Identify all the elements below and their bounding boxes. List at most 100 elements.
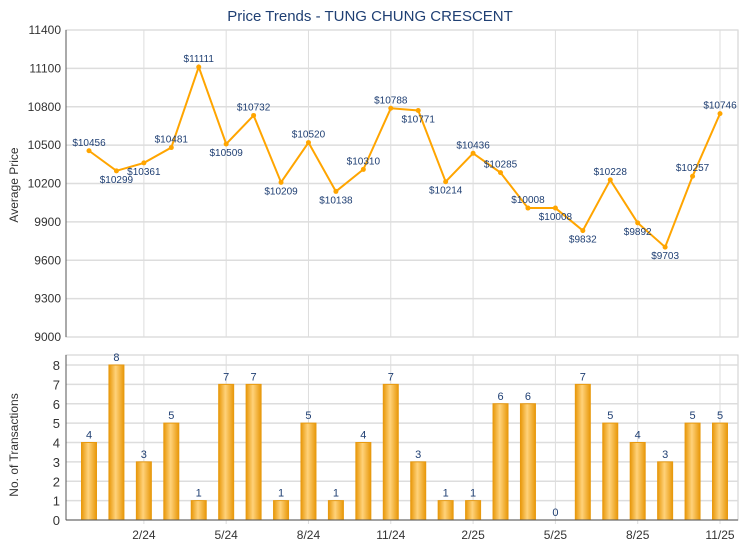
- price-data-label: $10008: [539, 212, 573, 223]
- transaction-bar: [218, 383, 235, 521]
- transaction-bar: [300, 422, 317, 521]
- price-line: [88, 63, 721, 249]
- price-y-tick-label: 10200: [28, 177, 62, 191]
- transaction-bar: [355, 442, 372, 521]
- price-y-tick-label: 9900: [34, 215, 61, 229]
- price-data-label: $9832: [569, 235, 597, 246]
- price-data-label: $10771: [402, 114, 436, 125]
- transaction-bar: [602, 422, 619, 521]
- price-point: [305, 140, 311, 146]
- transaction-bar: [437, 500, 454, 521]
- price-data-label: $10228: [594, 167, 628, 178]
- price-y-axis-label: Average Price: [7, 147, 21, 222]
- price-data-label: $10509: [209, 148, 243, 159]
- transactions-y-tick-label: 1: [53, 494, 60, 509]
- price-point: [498, 170, 504, 176]
- price-data-label: $9892: [624, 227, 652, 238]
- transaction-data-label: 5: [168, 410, 174, 422]
- x-tick-label: 5/24: [214, 528, 238, 542]
- transaction-data-label: 4: [86, 430, 92, 442]
- price-data-label: $10214: [429, 186, 463, 197]
- transactions-y-tick-label: 7: [53, 377, 60, 392]
- chart-title: Price Trends - TUNG CHUNG CRESCENT: [227, 8, 513, 25]
- transaction-data-label: 7: [388, 371, 394, 383]
- transaction-data-label: 3: [141, 449, 147, 461]
- price-data-label: $10436: [456, 140, 490, 151]
- price-point: [470, 150, 476, 156]
- price-point: [662, 244, 668, 250]
- price-point: [388, 105, 394, 111]
- transaction-data-label: 1: [470, 488, 476, 500]
- transactions-y-tick-label: 4: [53, 436, 60, 451]
- price-point: [690, 173, 696, 179]
- price-point: [635, 220, 641, 226]
- transaction-bar: [712, 422, 728, 521]
- price-data-label: $10456: [72, 138, 106, 149]
- transaction-bar: [327, 500, 344, 521]
- transaction-bar: [245, 383, 262, 521]
- x-tick-label: 8/25: [626, 528, 650, 542]
- price-point: [415, 107, 421, 113]
- transaction-data-label: 5: [607, 410, 613, 422]
- price-data-label: $10285: [484, 160, 518, 171]
- price-data-label: $10481: [155, 135, 189, 146]
- transaction-data-label: 5: [305, 410, 311, 422]
- transaction-bar: [492, 403, 509, 521]
- transactions-y-tick-label: 5: [53, 416, 60, 431]
- transactions-y-tick-label: 8: [53, 358, 60, 373]
- price-data-label: $11111: [184, 54, 215, 65]
- price-data-label: $10257: [676, 163, 710, 174]
- price-data-label: $10299: [100, 175, 134, 186]
- transaction-bar: [657, 461, 674, 521]
- x-tick-label: 11/24: [376, 528, 405, 542]
- price-data-label: $10788: [374, 95, 408, 106]
- price-data-label: $10746: [703, 101, 737, 112]
- transaction-data-label: 8: [113, 352, 119, 364]
- price-point: [552, 205, 558, 211]
- price-data-label: $10209: [264, 186, 298, 197]
- price-data-label: $9703: [651, 251, 679, 262]
- price-data-label: $10138: [319, 195, 353, 206]
- price-data-label: $10361: [127, 167, 161, 178]
- price-point: [223, 141, 229, 147]
- transaction-data-label: 3: [415, 449, 421, 461]
- transaction-data-label: 1: [278, 488, 284, 500]
- price-y-tick-label: 11100: [29, 61, 61, 75]
- transaction-data-label: 7: [580, 371, 586, 383]
- transaction-data-label: 7: [251, 371, 257, 383]
- transaction-bar: [273, 500, 290, 521]
- transaction-data-label: 5: [690, 410, 696, 422]
- transaction-data-label: 3: [662, 449, 668, 461]
- transaction-bar: [135, 461, 152, 521]
- transaction-bar: [190, 500, 207, 521]
- price-point: [717, 111, 723, 117]
- price-point: [141, 160, 147, 166]
- transaction-data-label: 6: [525, 391, 531, 403]
- transaction-bar: [382, 383, 399, 521]
- transaction-bar: [684, 422, 701, 521]
- x-tick-label: 11/25: [705, 528, 734, 542]
- price-y-tick-label: 9000: [34, 330, 61, 344]
- transactions-y-tick-label: 6: [53, 397, 60, 412]
- transaction-bar: [410, 461, 427, 521]
- price-y-tick-label: 9600: [34, 253, 61, 267]
- x-tick-label: 2/24: [132, 528, 156, 542]
- price-data-label: $10310: [347, 156, 381, 167]
- price-point: [251, 112, 257, 118]
- transaction-data-label: 1: [196, 488, 202, 500]
- transactions-y-tick-label: 2: [53, 474, 60, 489]
- transaction-bar: [108, 364, 125, 521]
- transaction-bar: [574, 383, 591, 521]
- price-y-tick-label: 11400: [29, 23, 62, 37]
- transaction-data-label: 0: [552, 507, 558, 519]
- price-point: [443, 179, 449, 185]
- price-point: [278, 179, 284, 185]
- transaction-bar: [629, 442, 646, 521]
- transaction-bar: [519, 403, 536, 521]
- price-y-tick-label: 10500: [28, 138, 62, 152]
- price-point: [168, 145, 174, 151]
- x-tick-label: 5/25: [544, 528, 568, 542]
- transaction-data-label: 1: [333, 488, 339, 500]
